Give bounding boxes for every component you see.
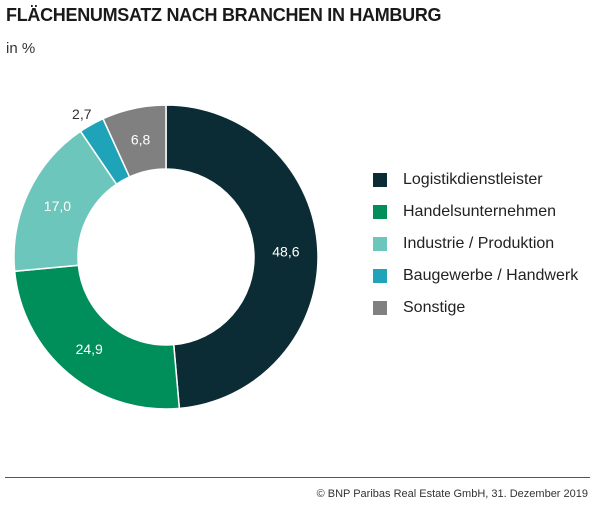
legend-swatch (373, 237, 387, 251)
legend-item: Baugewerbe / Handwerk (373, 260, 578, 292)
donut-slice (102, 104, 167, 178)
legend-label: Sonstige (403, 299, 466, 316)
donut-slice (165, 104, 319, 410)
divider (5, 477, 590, 478)
legend-swatch (373, 301, 387, 315)
legend: Logistikdienstleister Handelsunternehmen… (373, 164, 578, 324)
data-label: 17,0 (44, 198, 71, 214)
legend-label: Industrie / Produktion (403, 235, 555, 252)
legend-label: Logistikdienstleister (403, 171, 543, 188)
legend-label: Baugewerbe / Handwerk (403, 267, 579, 284)
legend-item: Logistikdienstleister (373, 164, 578, 196)
chart-subtitle: in % (6, 40, 36, 57)
legend-swatch (373, 173, 387, 187)
legend-item: Industrie / Produktion (373, 228, 578, 260)
donut-slice (13, 264, 181, 410)
data-label: 48,6 (272, 244, 299, 260)
legend-item: Handelsunternehmen (373, 196, 578, 228)
data-label: 2,7 (72, 106, 92, 122)
legend-swatch (373, 269, 387, 283)
legend-label: Handelsunternehmen (403, 203, 556, 220)
legend-item: Sonstige (373, 292, 578, 324)
chart-title: FLÄCHENUMSATZ NACH BRANCHEN IN HAMBURG (6, 5, 442, 25)
data-label: 6,8 (131, 132, 151, 148)
copyright-footer: © BNP Paribas Real Estate GmbH, 31. Deze… (316, 488, 588, 500)
data-label: 24,9 (76, 341, 103, 357)
legend-swatch (373, 205, 387, 219)
